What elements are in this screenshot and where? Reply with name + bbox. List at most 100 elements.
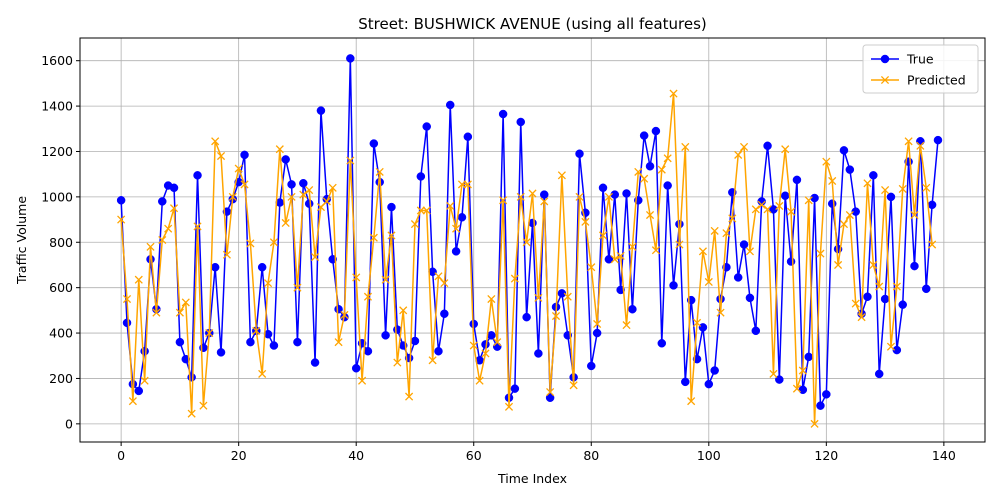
predicted-point (640, 174, 649, 183)
predicted-point (369, 233, 378, 242)
predicted-point (340, 310, 349, 319)
predicted-point (781, 145, 790, 154)
predicted-point (728, 214, 737, 223)
true-point (440, 309, 449, 319)
predicted-point (540, 197, 549, 206)
y-tick-label: 1600 (41, 53, 73, 68)
true-point (916, 137, 925, 146)
true-point (369, 139, 379, 148)
true-point (733, 273, 743, 282)
predicted-point (487, 294, 496, 304)
true-point (592, 328, 602, 338)
true-point (716, 294, 725, 304)
true-point (886, 192, 896, 202)
true-point (240, 150, 249, 160)
predicted-point (193, 222, 202, 231)
true-point (457, 213, 467, 222)
true-point (927, 200, 937, 210)
predicted-point (457, 180, 467, 189)
y-tick-label: 1000 (41, 189, 73, 204)
predicted-point (892, 282, 901, 291)
predicted-point (481, 349, 490, 358)
predicted-point (681, 142, 690, 152)
series-true (116, 54, 943, 410)
legend-label: True (906, 52, 934, 67)
true-point (381, 331, 390, 340)
predicted-point (187, 409, 196, 418)
predicted-point (563, 292, 572, 301)
predicted-point (922, 183, 931, 192)
predicted-point (446, 201, 455, 211)
predicted-point (240, 180, 249, 189)
predicted-point (886, 342, 896, 351)
true-point (816, 401, 825, 410)
predicted-point (199, 401, 208, 410)
true-point (246, 337, 255, 347)
predicted-point (651, 246, 660, 255)
axis-ticks: 0 20 40 60 80 100 120 1400200400600800100012001… (41, 53, 956, 463)
predicted-point (164, 224, 173, 233)
predicted-point (269, 238, 278, 247)
predicted-point (346, 156, 355, 165)
true-point (557, 289, 567, 298)
true-point (845, 165, 855, 174)
predicted-point (275, 145, 284, 154)
predicted-point (881, 186, 890, 195)
true-point (451, 247, 461, 256)
true-point (681, 377, 690, 387)
true-point (851, 207, 860, 216)
predicted-point (716, 308, 725, 317)
predicted-point (722, 229, 731, 238)
predicted-point (610, 255, 619, 264)
predicted-point (546, 388, 555, 397)
true-point (287, 180, 296, 189)
x-tick-label: 0 (117, 448, 125, 463)
true-point (387, 202, 396, 212)
predicted-point (422, 206, 431, 215)
predicted-point (616, 251, 625, 260)
true-point (804, 352, 813, 362)
predicted-point (322, 197, 331, 206)
true-point (510, 384, 520, 393)
predicted-point (769, 369, 778, 378)
true-point (657, 339, 667, 348)
predicted-point (898, 184, 907, 193)
true-point (869, 171, 878, 180)
true-point (351, 363, 361, 373)
predicted-point (358, 376, 367, 385)
predicted-point (569, 381, 578, 390)
predicted-point (593, 319, 602, 329)
y-tick-label: 1200 (41, 144, 73, 159)
predicted-point (175, 308, 184, 317)
predicted-point (698, 247, 707, 256)
true-point (710, 366, 719, 375)
predicted-point (216, 151, 226, 161)
predicted-point (798, 366, 807, 375)
predicted-line (120, 92, 933, 425)
legend-swatch-marker (880, 75, 890, 85)
true-point (704, 379, 714, 389)
predicted-point (134, 275, 143, 284)
predicted-point (128, 397, 137, 406)
predicted-point (645, 210, 655, 220)
true-point (199, 343, 208, 353)
true-point (498, 109, 508, 119)
predicted-point (551, 311, 561, 321)
y-tick-label: 1400 (41, 99, 73, 114)
predicted-point (334, 338, 343, 347)
predicted-point (510, 274, 519, 283)
predicted-point (405, 392, 414, 401)
legend-box (862, 44, 979, 94)
predicted-point (499, 196, 508, 205)
predicted-point (234, 164, 243, 173)
predicted-point (745, 247, 754, 256)
true-point (346, 54, 355, 63)
predicted-point (828, 176, 837, 186)
predicted-point (804, 196, 813, 205)
predicted-point (393, 358, 402, 367)
predicted-point (281, 218, 290, 228)
y-tick-label: 600 (49, 280, 73, 295)
true-point (445, 100, 455, 110)
grid-lines (80, 38, 985, 442)
predicted-point (452, 224, 461, 233)
